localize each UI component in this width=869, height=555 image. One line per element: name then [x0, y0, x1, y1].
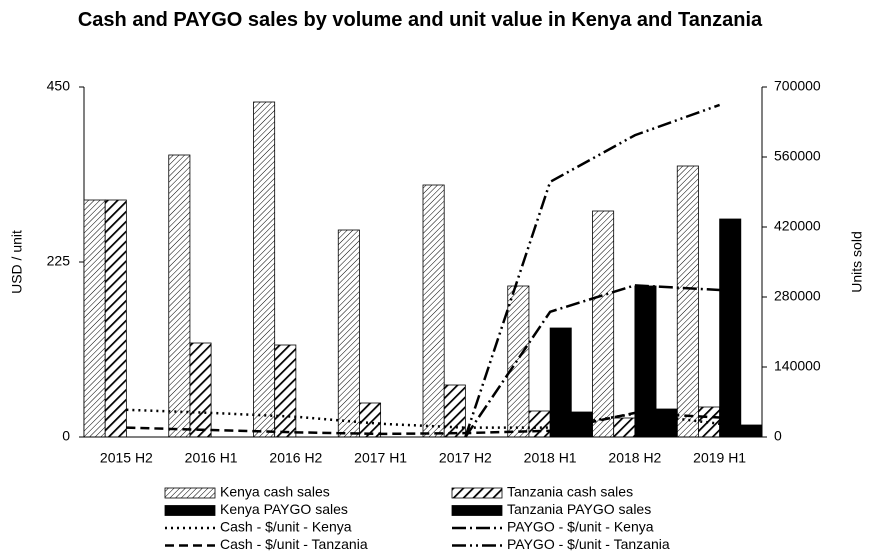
legend-label: PAYGO - $/unit - Kenya	[507, 519, 654, 535]
bar	[549, 327, 572, 438]
bar	[422, 184, 445, 438]
bar	[676, 165, 699, 438]
x-tick-label: 2017 H2	[439, 450, 492, 466]
y-tick-label: 225	[47, 253, 71, 269]
legend-swatch	[451, 505, 503, 516]
y2-tick-label: 280000	[774, 288, 821, 304]
legend-label: Kenya cash sales	[220, 484, 330, 500]
bar	[168, 154, 191, 438]
line	[126, 411, 720, 436]
y2-tick-label: 140000	[774, 358, 821, 374]
legend-label: Tanzania cash sales	[507, 484, 633, 500]
bar	[253, 101, 276, 438]
bar	[719, 218, 742, 438]
y-tick-label: 0	[62, 428, 70, 444]
legend-label: Tanzania PAYGO sales	[507, 501, 651, 517]
y2-tick-label: 700000	[774, 78, 821, 94]
x-tick-label: 2016 H2	[269, 450, 322, 466]
bar	[443, 384, 466, 438]
bar	[507, 285, 530, 438]
chart-title: Cash and PAYGO sales by volume and unit …	[77, 9, 763, 31]
legend-swatch	[451, 487, 503, 499]
legend-label: Cash - $/unit - Kenya	[220, 519, 352, 535]
bar	[104, 199, 127, 438]
y-axis-label: USD / unit	[9, 230, 25, 294]
line	[464, 284, 720, 438]
bar	[337, 229, 360, 438]
bar	[189, 342, 212, 438]
legend-swatch	[164, 487, 216, 499]
bar	[83, 199, 106, 438]
bar	[592, 210, 615, 438]
x-tick-label: 2019 H1	[693, 450, 746, 466]
x-tick-label: 2016 H1	[185, 450, 238, 466]
y-tick-label: 450	[47, 78, 71, 94]
y2-axis-label: Units sold	[849, 231, 865, 292]
x-tick-label: 2018 H1	[524, 450, 577, 466]
bar	[740, 424, 763, 438]
legend-label: PAYGO - $/unit - Tanzania	[507, 536, 670, 552]
bar	[274, 344, 297, 438]
legend-label: Kenya PAYGO sales	[220, 501, 348, 517]
legend-swatch	[164, 505, 216, 516]
y2-tick-label: 560000	[774, 148, 821, 164]
legend-label: Cash - $/unit - Tanzania	[220, 536, 368, 552]
y2-tick-label: 420000	[774, 218, 821, 234]
x-tick-label: 2018 H2	[608, 450, 661, 466]
x-tick-label: 2015 H2	[100, 450, 153, 466]
bar	[528, 410, 551, 438]
y2-tick-label: 0	[774, 428, 782, 444]
bar	[359, 402, 382, 438]
bar	[613, 417, 636, 438]
x-tick-label: 2017 H1	[354, 450, 407, 466]
